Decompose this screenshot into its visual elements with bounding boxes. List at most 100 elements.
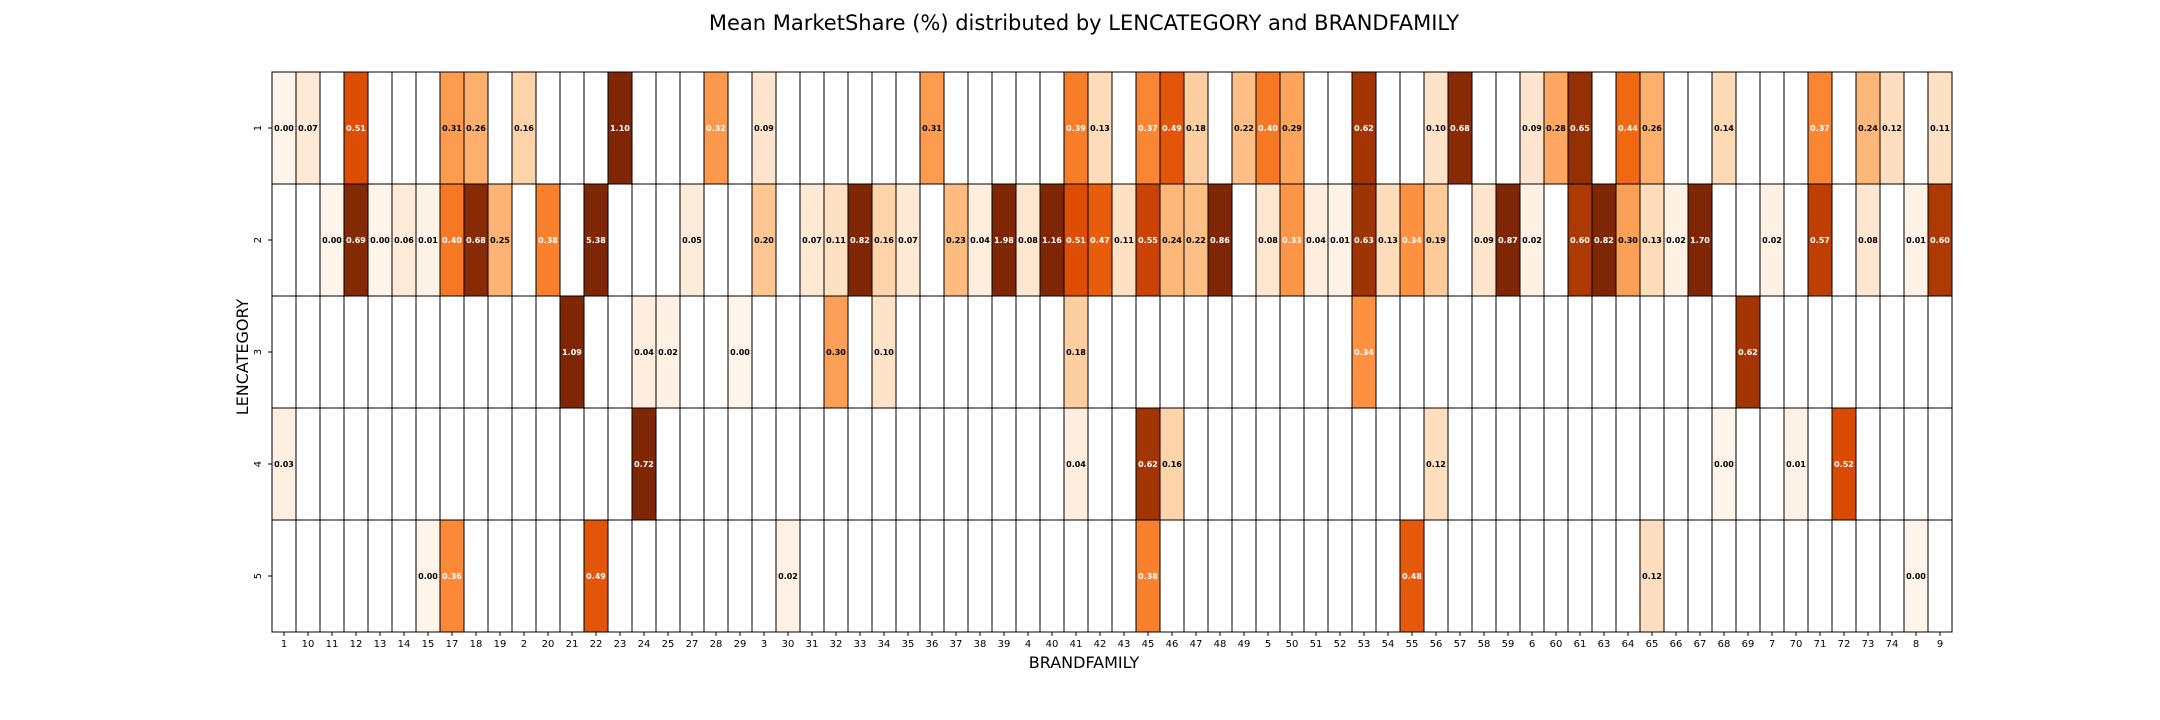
x-tick-label: 66: [1670, 639, 1683, 650]
cell-value-label: 0.25: [490, 236, 510, 245]
x-tick-label: 52: [1334, 639, 1347, 650]
empty-cell: [463, 295, 489, 409]
empty-cell: [775, 295, 801, 409]
heatmap-cell: [943, 183, 969, 297]
empty-cell: [631, 71, 657, 185]
empty-cell: [1759, 71, 1785, 185]
empty-cell: [631, 519, 657, 633]
empty-cell: [1663, 407, 1689, 521]
empty-cell: [1783, 519, 1809, 633]
empty-cell: [1471, 295, 1497, 409]
empty-cell: [847, 407, 873, 521]
empty-cell: [1351, 407, 1377, 521]
heatmap-cell: [583, 183, 609, 297]
cell-value-label: 0.07: [802, 236, 822, 245]
x-tick-label: 68: [1718, 639, 1731, 650]
cell-value-label: 0.02: [1522, 236, 1542, 245]
empty-cell: [1303, 407, 1329, 521]
heatmap-cell: [367, 183, 393, 297]
heatmap-cell: [1567, 71, 1593, 185]
heatmap-cell: [463, 71, 489, 185]
heatmap-cell: [1423, 71, 1449, 185]
empty-cell: [1375, 407, 1401, 521]
empty-cell: [1879, 183, 1905, 297]
cell-value-label: 0.65: [1570, 124, 1590, 133]
y-tick-label: 2: [253, 237, 264, 243]
empty-cell: [319, 407, 345, 521]
cell-value-label: 0.03: [274, 460, 294, 469]
x-tick-label: 28: [710, 639, 723, 650]
empty-cell: [1543, 519, 1569, 633]
cell-value-label: 1.98: [994, 236, 1014, 245]
empty-cell: [1447, 519, 1473, 633]
cell-value-label: 0.01: [1330, 236, 1350, 245]
cell-value-label: 0.20: [754, 236, 774, 245]
empty-cell: [487, 295, 513, 409]
empty-cell: [1015, 519, 1041, 633]
empty-cell: [847, 71, 873, 185]
heatmap-cell: [1423, 407, 1449, 521]
heatmap-cell: [1183, 71, 1209, 185]
heatmap-cell: [1639, 71, 1665, 185]
heatmap-cell: [679, 183, 705, 297]
cell-value-label: 0.32: [706, 124, 726, 133]
empty-cell: [1591, 71, 1617, 185]
heatmap-cell: [1807, 71, 1833, 185]
empty-cell: [1471, 407, 1497, 521]
cell-value-label: 0.02: [1666, 236, 1686, 245]
empty-cell: [655, 71, 681, 185]
cell-value-label: 0.69: [346, 236, 366, 245]
x-tick-label: 53: [1358, 639, 1371, 650]
empty-cell: [607, 519, 633, 633]
x-tick-label: 5: [1265, 639, 1271, 650]
heatmap-cell: [1063, 295, 1089, 409]
empty-cell: [991, 407, 1017, 521]
cell-value-label: 0.26: [466, 124, 486, 133]
heatmap-cell: [1279, 71, 1305, 185]
x-tick-label: 73: [1862, 639, 1875, 650]
empty-cell: [1255, 519, 1281, 633]
empty-cell: [655, 183, 681, 297]
cell-value-label: 0.12: [1426, 460, 1446, 469]
y-tick-label: 4: [253, 461, 264, 467]
empty-cell: [1423, 295, 1449, 409]
empty-cell: [511, 183, 537, 297]
x-tick-label: 49: [1238, 639, 1251, 650]
heatmap-cell: [271, 407, 297, 521]
heatmap-cell: [1327, 183, 1353, 297]
y-tick-label: 3: [253, 349, 264, 355]
empty-cell: [295, 183, 321, 297]
x-tick-label: 46: [1166, 639, 1179, 650]
heatmap-cell: [1855, 183, 1881, 297]
empty-cell: [463, 519, 489, 633]
empty-cell: [1543, 295, 1569, 409]
cell-value-label: 0.31: [922, 124, 942, 133]
heatmap-cell: [1687, 183, 1713, 297]
y-axis-label: LENCATEGORY: [233, 298, 252, 415]
empty-cell: [1879, 407, 1905, 521]
empty-cell: [583, 295, 609, 409]
empty-cell: [727, 183, 753, 297]
x-tick-label: 14: [398, 639, 411, 650]
empty-cell: [1783, 295, 1809, 409]
x-tick-label: 25: [662, 639, 675, 650]
empty-cell: [1399, 71, 1425, 185]
empty-cell: [1159, 295, 1185, 409]
empty-cell: [1903, 71, 1929, 185]
x-tick-label: 51: [1310, 639, 1323, 650]
x-tick-label: 40: [1046, 639, 1059, 650]
heatmap-cell: [1495, 183, 1521, 297]
empty-cell: [1255, 295, 1281, 409]
cell-value-label: 1.70: [1690, 236, 1710, 245]
empty-cell: [1039, 71, 1065, 185]
empty-cell: [1903, 295, 1929, 409]
heatmap-cell: [1615, 183, 1641, 297]
x-tick-label: 30: [782, 639, 795, 650]
cell-value-label: 0.51: [1066, 236, 1086, 245]
empty-cell: [1903, 407, 1929, 521]
heatmap-cell: [799, 183, 825, 297]
empty-cell: [511, 295, 537, 409]
x-tick-label: 42: [1094, 639, 1107, 650]
empty-cell: [1855, 519, 1881, 633]
empty-cell: [727, 71, 753, 185]
